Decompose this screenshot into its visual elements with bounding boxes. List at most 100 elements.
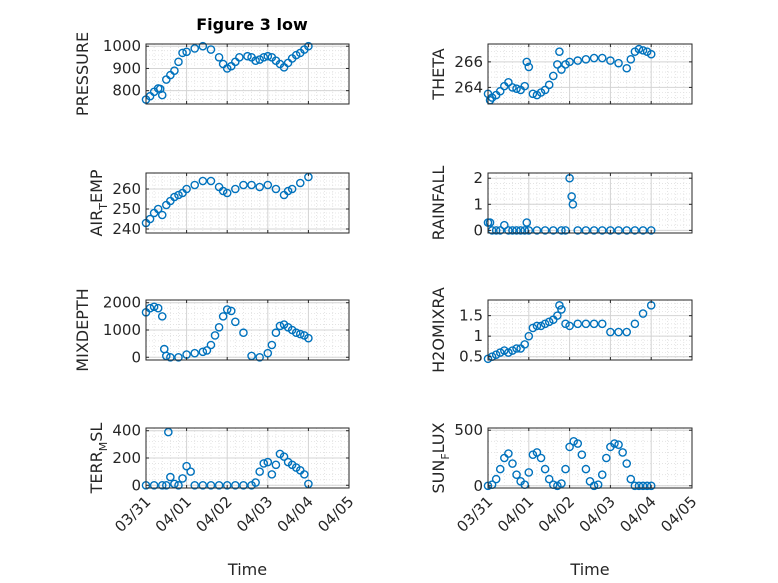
x-tick-label: 03/31 xyxy=(453,493,496,536)
y-tick-label: 0 xyxy=(473,221,483,239)
data-point xyxy=(202,346,212,355)
data-point xyxy=(504,348,513,357)
data-point xyxy=(622,63,632,73)
data-point xyxy=(528,450,538,459)
data-point xyxy=(646,481,656,491)
data-point xyxy=(544,474,554,484)
data-point xyxy=(161,75,171,84)
data-point xyxy=(243,51,252,61)
data-point xyxy=(544,317,554,327)
data-point xyxy=(522,57,532,67)
y-tick-label: 0 xyxy=(131,476,141,494)
data-point xyxy=(149,480,159,490)
data-point xyxy=(553,481,562,491)
data-point xyxy=(210,331,220,340)
data-point xyxy=(565,321,574,331)
data-point xyxy=(589,226,599,235)
data-point xyxy=(251,478,260,487)
data-point xyxy=(182,461,191,471)
data-point xyxy=(614,226,623,235)
data-point xyxy=(512,84,521,93)
axes-box xyxy=(487,427,693,489)
data-point xyxy=(226,306,236,316)
data-point xyxy=(536,453,546,463)
data-point xyxy=(614,440,623,449)
data-point xyxy=(291,328,301,338)
x-tick-label: 04/03 xyxy=(576,493,619,536)
y-tick-label: 240 xyxy=(112,220,141,238)
data-point xyxy=(581,55,591,64)
subplot-pressure: 800 900 1000 PRESSURE xyxy=(73,32,350,116)
data-point xyxy=(606,327,615,337)
y-tick-label: 1 xyxy=(473,327,483,345)
data-point xyxy=(512,470,521,479)
data-point xyxy=(565,57,574,67)
y-tick-label: 400 xyxy=(112,422,141,440)
data-point xyxy=(178,474,187,483)
data-point xyxy=(491,350,501,359)
data-point xyxy=(630,226,640,235)
data-point xyxy=(247,351,256,361)
data-point xyxy=(495,464,505,474)
data-point xyxy=(573,226,583,235)
y-tick-label: 1000 xyxy=(103,321,141,339)
axes-box xyxy=(487,299,693,361)
data-point xyxy=(198,480,208,490)
data-point xyxy=(634,44,644,54)
y-axis-label: MIXDEPTH xyxy=(73,288,92,371)
data-point xyxy=(540,464,550,474)
y-axis-label: TERRMSL xyxy=(87,423,110,495)
data-point xyxy=(589,319,599,329)
data-point xyxy=(153,204,163,214)
data-point xyxy=(508,83,517,92)
data-point xyxy=(235,53,244,62)
data-point xyxy=(524,226,534,235)
data-point xyxy=(170,66,179,75)
data-point xyxy=(239,328,248,338)
data-point xyxy=(508,346,517,355)
data-point xyxy=(589,53,599,63)
data-point xyxy=(157,312,167,321)
data-point xyxy=(557,479,566,488)
y-tick-label: 0 xyxy=(131,348,141,366)
data-point xyxy=(198,347,208,357)
data-point xyxy=(573,319,583,329)
data-point xyxy=(618,448,627,457)
data-point xyxy=(263,457,273,467)
data-point xyxy=(504,449,513,458)
data-point xyxy=(622,459,632,468)
data-point xyxy=(606,56,615,65)
x-tick-label: 04/04 xyxy=(616,493,659,536)
data-point xyxy=(634,481,644,491)
data-point xyxy=(638,481,648,491)
data-point xyxy=(495,86,505,96)
data-point xyxy=(206,176,216,186)
data-point xyxy=(222,305,232,314)
data-point xyxy=(561,319,570,329)
data-point xyxy=(218,186,228,196)
data-point xyxy=(532,226,542,235)
data-point xyxy=(544,80,554,90)
data-point xyxy=(495,348,505,357)
y-tick-label: 1 xyxy=(473,195,483,213)
data-point xyxy=(304,333,313,343)
data-point xyxy=(589,481,599,491)
data-point xyxy=(528,323,538,333)
y-tick-label: 1.5 xyxy=(459,307,483,325)
data-point xyxy=(524,62,534,72)
data-point xyxy=(275,321,285,331)
axes-box xyxy=(145,43,350,105)
x-tick-label: 04/05 xyxy=(657,493,700,536)
data-point xyxy=(520,81,530,91)
data-point xyxy=(638,309,648,318)
x-tick-label: 04/04 xyxy=(274,493,317,536)
data-point xyxy=(581,226,591,235)
data-point xyxy=(255,352,264,362)
y-tick-label: 0 xyxy=(473,477,483,495)
data-point xyxy=(222,188,232,198)
data-point xyxy=(161,480,171,490)
data-point xyxy=(524,331,534,341)
data-point xyxy=(190,180,200,190)
